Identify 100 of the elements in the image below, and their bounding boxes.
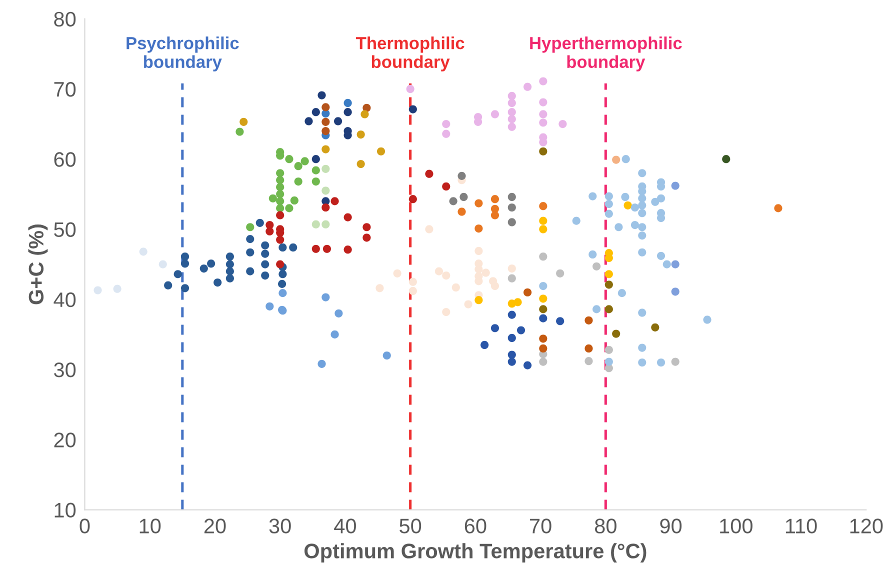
x-tick-label: 90 (660, 518, 682, 534)
point (356, 160, 365, 168)
point (638, 194, 646, 202)
point (226, 260, 234, 268)
point (442, 308, 450, 316)
point (376, 284, 384, 292)
point (523, 82, 532, 91)
point (276, 197, 284, 206)
point (508, 108, 516, 116)
point (621, 192, 630, 202)
point (508, 264, 516, 273)
point (180, 284, 190, 292)
point (278, 243, 287, 252)
point (312, 244, 320, 253)
point (434, 267, 444, 276)
point (508, 192, 516, 202)
point (604, 270, 613, 278)
point (449, 197, 458, 206)
point (539, 225, 548, 234)
point (508, 218, 516, 226)
point (539, 98, 548, 106)
point (344, 98, 352, 108)
point (362, 223, 371, 232)
y-tick-label: 60 (54, 152, 76, 167)
point (214, 278, 222, 287)
point (539, 147, 548, 156)
point (592, 262, 601, 270)
point (334, 117, 342, 126)
point (490, 211, 500, 220)
point (671, 288, 680, 296)
point (276, 260, 284, 268)
point (382, 351, 391, 360)
x-tick-label: 80 (594, 518, 616, 534)
point (312, 108, 320, 116)
point (425, 170, 434, 178)
point (322, 203, 330, 212)
point (480, 340, 489, 350)
y-tick-label: 80 (54, 12, 76, 27)
point (334, 309, 343, 318)
point (516, 326, 526, 334)
y-tick-label: 20 (54, 432, 76, 448)
point (604, 280, 613, 289)
y-tick-label: 30 (54, 362, 76, 378)
point (330, 330, 339, 338)
point (442, 271, 450, 280)
point (722, 155, 730, 164)
point (362, 234, 371, 242)
x-tick-label: 30 (269, 518, 291, 534)
point (240, 118, 248, 126)
point (322, 145, 330, 154)
point (276, 183, 284, 192)
x-tick-label: 20 (204, 518, 226, 534)
point (276, 211, 284, 220)
point (588, 192, 597, 200)
point (236, 128, 244, 136)
point (638, 358, 646, 367)
point (604, 346, 613, 354)
ref-line-label: Psychrophilic boundary (126, 36, 239, 72)
x-tick-label: 10 (140, 518, 161, 534)
point (285, 155, 294, 164)
point (246, 267, 254, 276)
point (539, 294, 548, 303)
point (322, 293, 330, 302)
point (322, 126, 330, 136)
point (584, 344, 593, 353)
point (276, 169, 284, 178)
point (344, 108, 352, 116)
y-tick-label: 40 (54, 292, 76, 308)
point (490, 282, 500, 290)
point (638, 344, 646, 352)
point (558, 120, 567, 128)
point (490, 324, 500, 332)
point (294, 177, 302, 186)
point (330, 197, 339, 206)
point (226, 252, 234, 261)
point (662, 260, 671, 268)
point (442, 120, 450, 128)
point (408, 278, 417, 286)
point (408, 286, 417, 296)
point (458, 172, 466, 180)
point (539, 344, 548, 353)
point (638, 308, 646, 317)
x-tick-label: 120 (850, 518, 883, 534)
x-axis-title: Optimum Growth Temperature (°C) (304, 543, 646, 563)
point (539, 77, 548, 86)
y-tick-label: 50 (54, 222, 76, 237)
point (508, 334, 516, 342)
point (318, 360, 326, 368)
x-tick-label: 110 (786, 518, 817, 534)
point (539, 305, 548, 314)
point (276, 236, 284, 244)
point (276, 204, 284, 212)
point (360, 110, 369, 118)
point (300, 157, 309, 166)
point (261, 271, 270, 280)
point (322, 164, 330, 173)
point (94, 286, 102, 294)
point (588, 250, 597, 259)
point (474, 224, 483, 233)
point (638, 248, 646, 256)
